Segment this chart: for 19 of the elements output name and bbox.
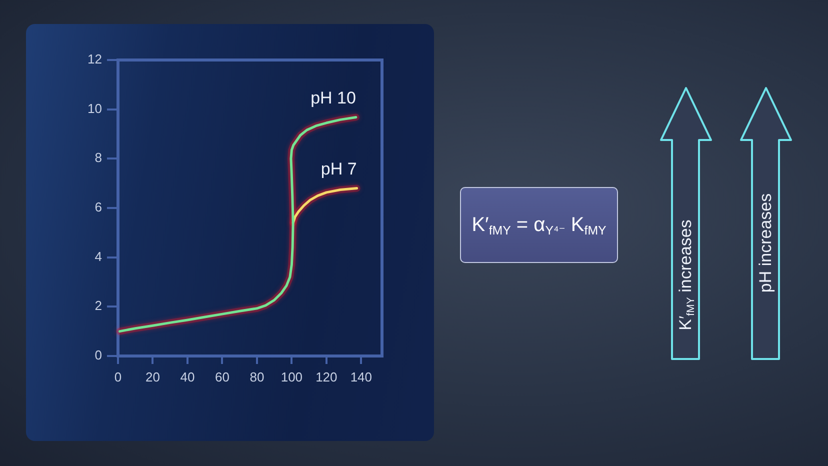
y-tick-label: 12: [88, 52, 102, 67]
x-tick-label: 140: [350, 369, 372, 384]
y-tick-label: 10: [88, 100, 102, 116]
x-tick-label: 40: [180, 369, 195, 384]
y-tick-label: 8: [94, 150, 102, 166]
series-label: pH 10: [310, 88, 356, 108]
x-tick-label: 0: [114, 369, 122, 384]
formula-box: K′$_{fMY}$ = α$_{Y⁴⁻}$ K$_{fMY}$: [460, 187, 618, 263]
text: pH increases: [756, 193, 776, 293]
x-tick-label: 20: [146, 369, 160, 384]
y-tick-label: 2: [94, 298, 102, 314]
x-tick-label: 80: [250, 369, 264, 384]
x-tick-label: 60: [214, 369, 230, 384]
y-tick-label: 6: [94, 200, 102, 215]
y-tick-label: 0: [94, 348, 102, 363]
y-tick-label: 4: [94, 248, 102, 264]
x-tick-label: 100: [280, 369, 303, 384]
series-label: pH 7: [320, 159, 357, 178]
x-tick-label: 120: [316, 369, 338, 384]
